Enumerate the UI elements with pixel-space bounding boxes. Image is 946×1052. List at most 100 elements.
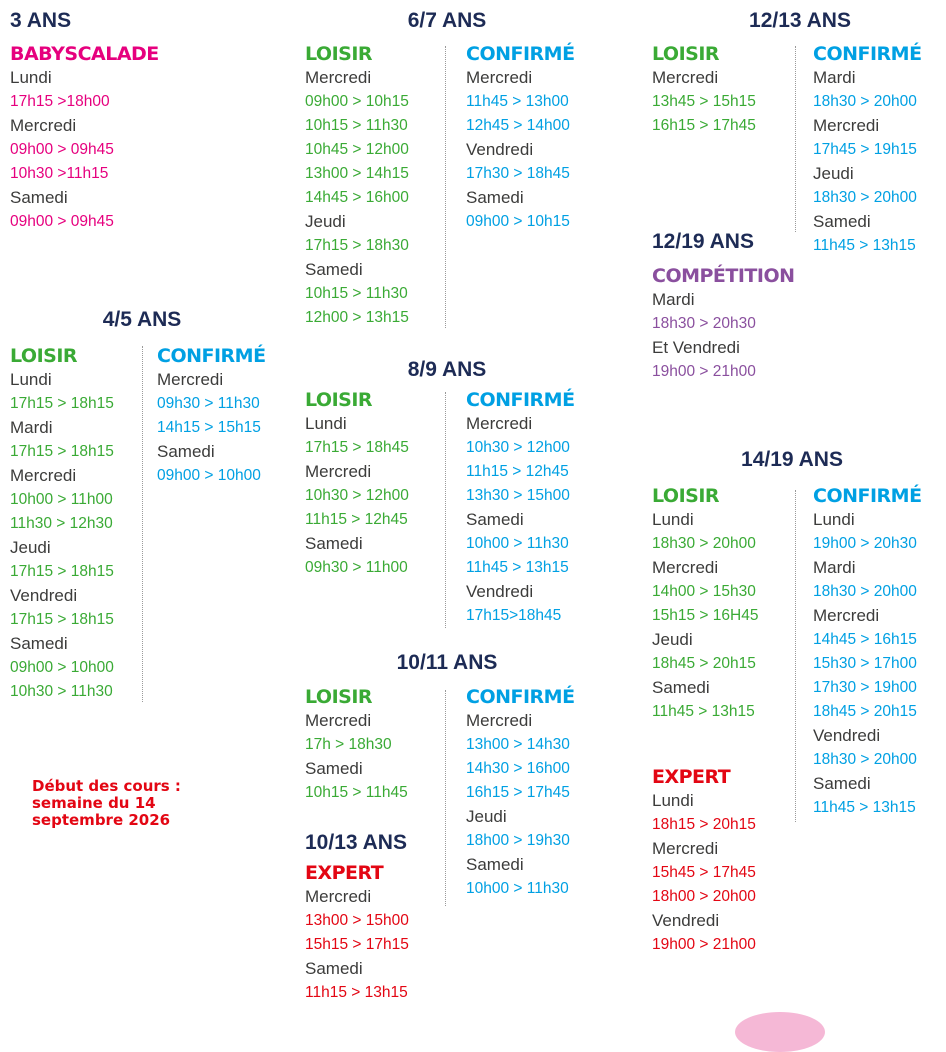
time-slot: 09h00 > 10h00	[157, 467, 261, 484]
time-slot: 12h00 > 13h15	[305, 309, 409, 326]
section-title: 6/7 ANS	[407, 9, 487, 32]
time-slot: 12h45 > 14h00	[466, 117, 570, 134]
time-slot: 11h45 > 13h15	[813, 799, 916, 816]
day-name: Samedi	[305, 534, 363, 553]
day-name: Mercredi	[813, 116, 880, 135]
level-group: EXPERT Mercredi 13h00 > 15h00 15h15 > 17h15…	[305, 861, 409, 1005]
day-name: Samedi	[10, 634, 68, 653]
day-name: Lundi	[652, 791, 694, 810]
start-note: Début des cours : semaine du 14 septembr…	[32, 778, 181, 829]
time-slot: 09h00 > 09h45	[10, 213, 114, 230]
time-slot: 17h15 > 18h30	[305, 237, 409, 254]
level-group: LOISIR Lundi 18h30 > 20h00 Mercredi 14h00 > …	[652, 484, 758, 724]
time-slot: 18h15 > 20h15	[652, 816, 756, 833]
level-label: LOISIR	[305, 686, 373, 708]
time-slot: 16h15 > 17h45	[652, 117, 756, 134]
time-slot: 13h00 > 15h00	[305, 912, 409, 929]
day-name: Samedi	[652, 678, 710, 697]
section-title: 10/13 ANS	[305, 831, 407, 854]
time-slot: 10h30 >11h15	[10, 165, 109, 182]
day-name: Vendredi	[466, 582, 534, 601]
day-name: Mercredi	[305, 68, 372, 87]
time-slot: 18h45 > 20h15	[813, 703, 917, 720]
time-slot: 15h30 > 17h00	[813, 655, 917, 672]
day-name: Samedi	[305, 959, 363, 978]
time-slot: 19h00 > 20h30	[813, 535, 917, 552]
level-label: LOISIR	[10, 345, 78, 367]
day-name: Vendredi	[466, 140, 534, 159]
day-name: Mercredi	[305, 711, 372, 730]
day-name: Jeudi	[466, 807, 507, 826]
time-slot: 11h45 > 13h15	[813, 237, 916, 254]
day-name: Samedi	[157, 442, 215, 461]
time-slot: 10h30 > 11h30	[10, 683, 113, 700]
time-slot: 09h00 > 09h45	[10, 141, 114, 158]
note-line: Début des cours :	[32, 777, 181, 795]
day-name: Lundi	[305, 414, 347, 433]
day-name: Lundi	[813, 510, 855, 529]
day-name: Mardi	[813, 558, 856, 577]
time-slot: 17h45 > 19h15	[813, 141, 917, 158]
time-slot: 10h30 > 12h00	[305, 487, 409, 504]
level-group: CONFIRMÉ Mercredi 11h45 > 13h00 12h45 > 14h…	[466, 42, 575, 234]
time-slot: 10h30 > 12h00	[466, 439, 570, 456]
time-slot: 17h15 > 18h15	[10, 611, 114, 628]
time-slot: 18h30 > 20h00	[813, 583, 917, 600]
time-slot: 09h00 > 10h00	[10, 659, 114, 676]
level-label: LOISIR	[305, 43, 373, 65]
time-slot: 15h45 > 17h45	[652, 864, 756, 881]
level-group: CONFIRMÉ Mercredi 13h00 > 14h30 14h30 > 16h…	[466, 685, 575, 901]
note-line: semaine du 14	[32, 794, 156, 812]
day-name: Samedi	[813, 212, 871, 231]
time-slot: 19h00 > 21h00	[652, 363, 756, 380]
day-name: Jeudi	[813, 164, 854, 183]
day-name: Vendredi	[813, 726, 881, 745]
day-name: Lundi	[10, 370, 52, 389]
time-slot: 10h00 > 11h30	[466, 535, 569, 552]
time-slot: 11h45 > 13h00	[466, 93, 569, 110]
day-name: Samedi	[305, 260, 363, 279]
time-slot: 18h30 > 20h30	[652, 315, 756, 332]
time-slot: 18h30 > 20h00	[813, 751, 917, 768]
decoration	[735, 1012, 825, 1052]
time-slot: 18h30 > 20h00	[652, 535, 756, 552]
time-slot: 13h00 > 14h15	[305, 165, 409, 182]
time-slot: 10h00 > 11h00	[10, 491, 113, 508]
time-slot: 16h15 > 17h45	[466, 784, 570, 801]
level-group: LOISIR Lundi 17h15 > 18h45 Mercredi 10h30 > …	[305, 388, 409, 580]
day-name: Jeudi	[305, 212, 346, 231]
time-slot: 14h45 > 16h00	[305, 189, 409, 206]
day-name: Mercredi	[157, 370, 224, 389]
time-slot: 10h15 > 11h30	[305, 117, 408, 134]
level-label: LOISIR	[652, 43, 720, 65]
day-name: Mercredi	[652, 558, 719, 577]
time-slot: 13h00 > 14h30	[466, 736, 570, 753]
time-slot: 13h30 > 15h00	[466, 487, 570, 504]
time-slot: 18h45 > 20h15	[652, 655, 756, 672]
time-slot: 09h30 > 11h30	[157, 395, 260, 412]
day-name: Samedi	[466, 510, 524, 529]
time-slot: 10h00 > 11h30	[466, 880, 569, 897]
level-label: CONFIRMÉ	[466, 686, 575, 708]
time-slot: 17h15>18h45	[466, 607, 562, 624]
time-slot: 09h30 > 11h00	[305, 559, 408, 576]
time-slot: 17h > 18h30	[305, 736, 392, 753]
level-group: EXPERT Lundi 18h15 > 20h15 Mercredi 15h45 > …	[652, 765, 756, 957]
page: Début des cours : semaine du 14 septembr…	[10, 9, 923, 1052]
time-slot: 18h00 > 20h00	[652, 888, 756, 905]
section-title: 12/13 ANS	[749, 9, 851, 32]
day-name: Mercredi	[466, 414, 533, 433]
day-name: Mardi	[813, 68, 856, 87]
level-label: COMPÉTITION	[652, 265, 795, 287]
time-slot: 17h15 >18h00	[10, 93, 110, 110]
level-label: CONFIRMÉ	[813, 485, 922, 507]
level-label: CONFIRMÉ	[466, 43, 575, 65]
day-name: Mercredi	[305, 462, 372, 481]
time-slot: 14h45 > 16h15	[813, 631, 917, 648]
time-slot: 15h15 > 17h15	[305, 936, 409, 953]
divider	[795, 490, 796, 822]
day-name: Mercredi	[10, 116, 77, 135]
time-slot: 09h00 > 10h15	[305, 93, 409, 110]
divider	[445, 392, 446, 628]
day-name: Lundi	[652, 510, 694, 529]
